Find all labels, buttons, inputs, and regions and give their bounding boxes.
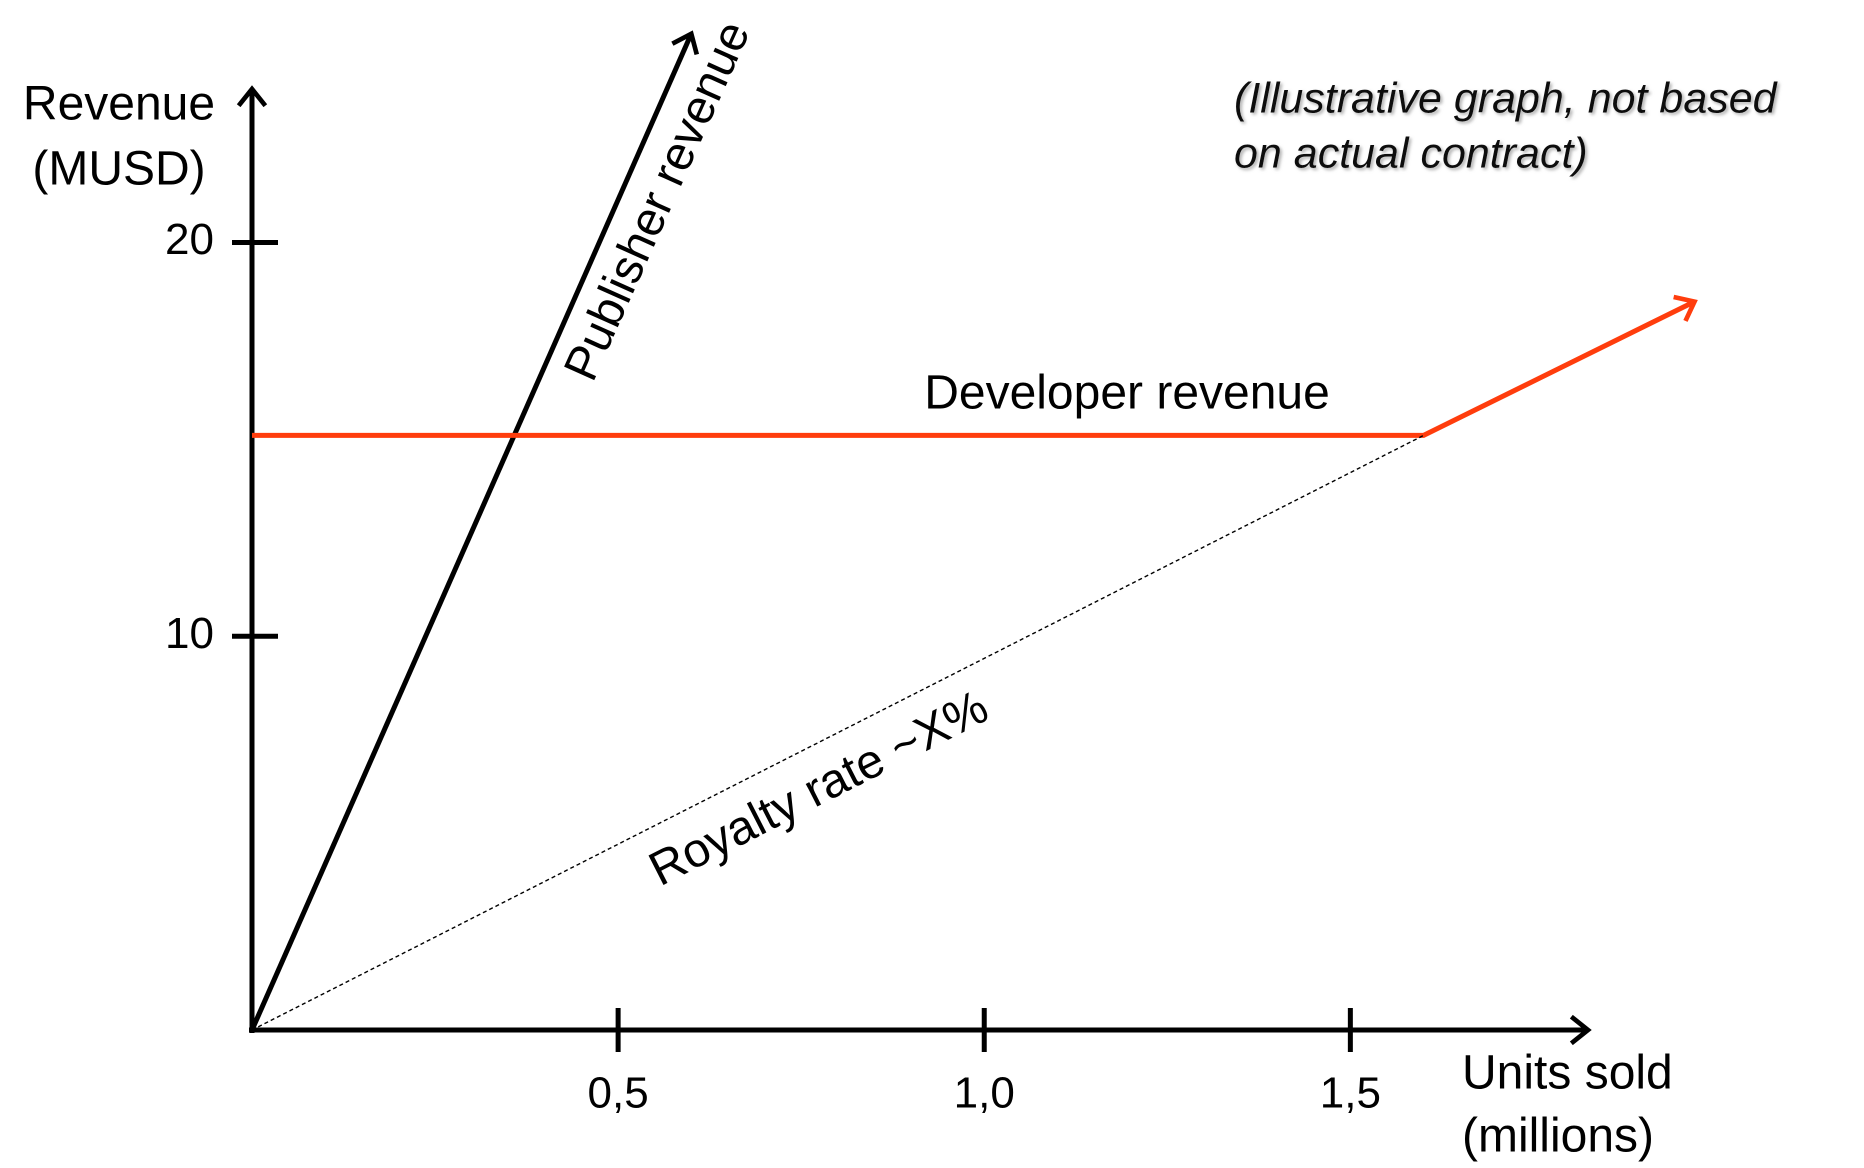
x-axis-label: (millions) — [1462, 1110, 1654, 1163]
y-tick-label: 10 — [165, 609, 214, 658]
y-axis-label: Revenue — [23, 78, 215, 131]
y-tick-label: 20 — [165, 215, 214, 264]
annotation: (Illustrative graph, not based — [1234, 74, 1779, 122]
series-label: Publisher revenue — [554, 13, 760, 388]
series-line — [252, 294, 1698, 438]
x-tick-label: 1,0 — [954, 1069, 1015, 1118]
x-tick-label: 1,5 — [1320, 1069, 1381, 1118]
series-line — [249, 30, 700, 1032]
y-axis-label: (MUSD) — [32, 143, 205, 196]
x-tick-label: 0,5 — [588, 1069, 649, 1118]
series-label: Royalty rate ~X% — [641, 680, 997, 896]
annotation: on actual contract) — [1234, 129, 1588, 177]
x-axis-label: Units sold — [1462, 1047, 1673, 1100]
series-label: Developer revenue — [924, 367, 1330, 420]
series-line — [251, 434, 1424, 1031]
